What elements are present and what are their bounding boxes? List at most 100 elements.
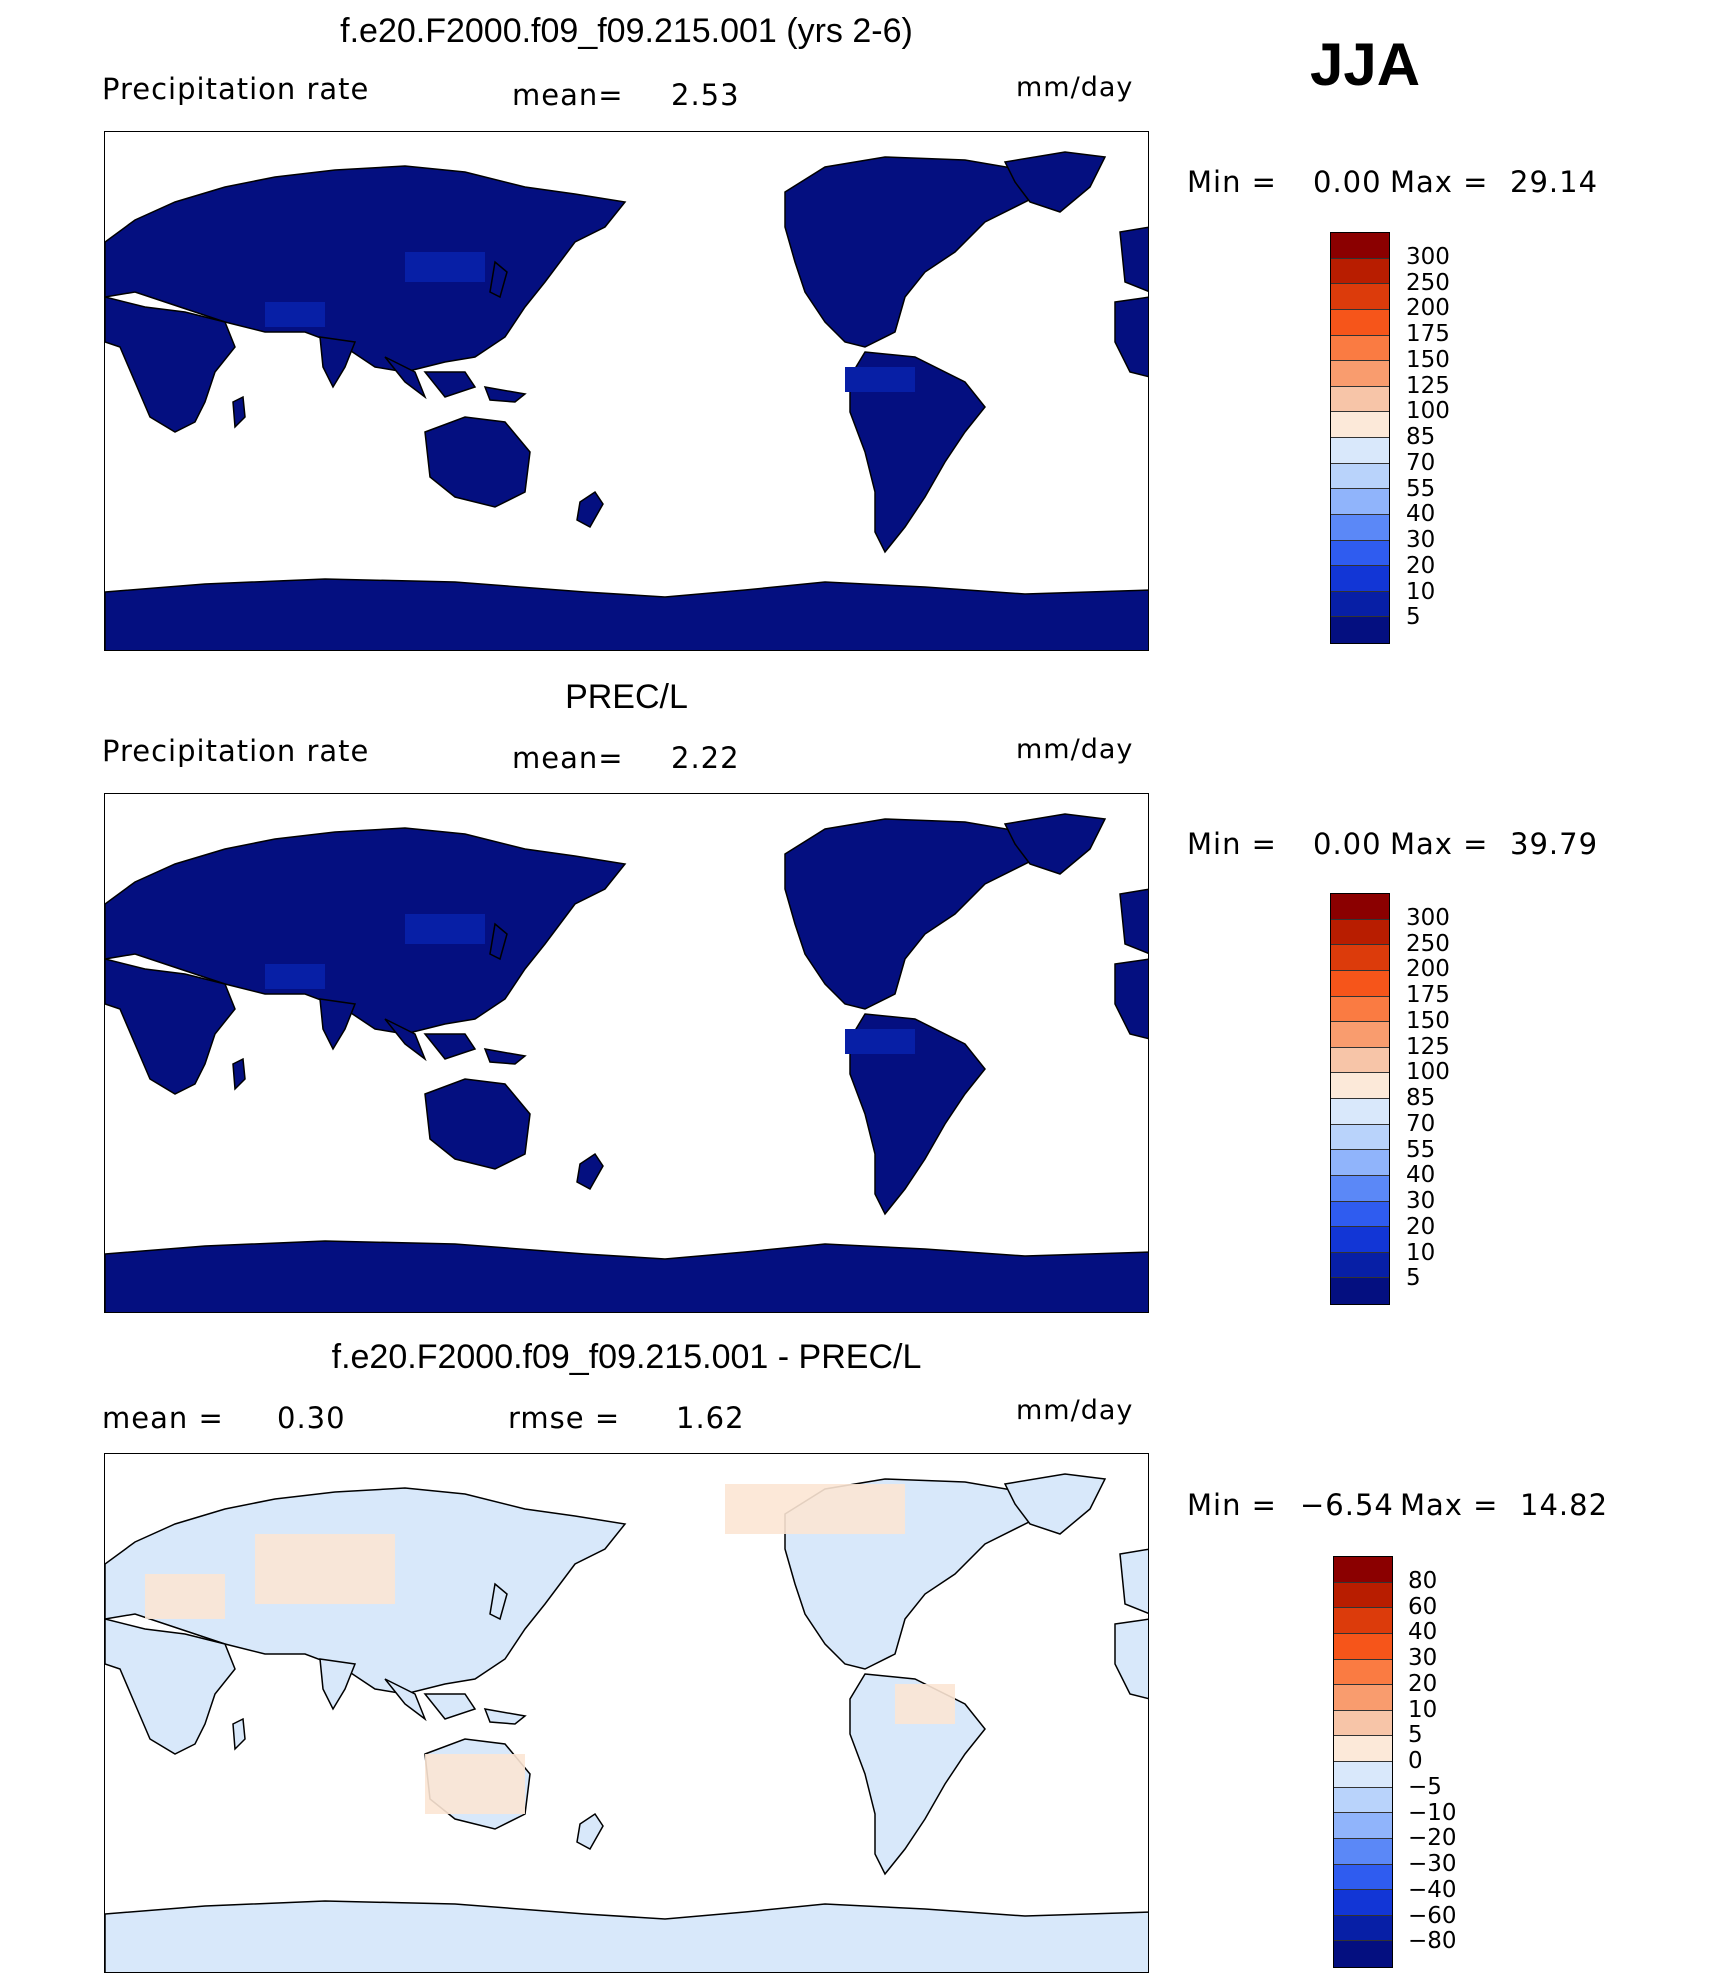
colorbar-swatch: [1334, 1710, 1392, 1737]
colorbar-swatch: [1331, 919, 1389, 946]
landmass-japan: [489, 1582, 508, 1621]
landmass-africa: [105, 958, 236, 1095]
colorbar-swatch: [1331, 1227, 1389, 1253]
colorbar-tick-label: 10: [1408, 1696, 1438, 1723]
colorbar-tick-label: 10: [1406, 578, 1436, 605]
anomaly-patch-warm-5: [725, 1484, 905, 1534]
landmass-seasia: [384, 356, 527, 403]
colorbar-tick-label: 85: [1406, 1085, 1436, 1111]
colorbar-swatch: [1334, 1633, 1392, 1660]
landmass-india: [319, 1658, 357, 1711]
panel1-map-svg: [105, 151, 1148, 650]
landmass-samerica: [849, 351, 986, 554]
colorbar-tick-label: −60: [1408, 1902, 1457, 1929]
landmass-antarctica: [105, 578, 1148, 650]
colorbar-swatch: [1331, 1278, 1389, 1304]
colorbar-tick-label: 200: [1406, 956, 1450, 983]
panel2-map: [104, 793, 1149, 1313]
colorbar-swatch: [1331, 463, 1389, 490]
colorbar-swatch: [1331, 489, 1389, 515]
season-label: JJA: [1310, 31, 1421, 98]
landmass-africa-east: [1114, 1618, 1148, 1700]
precip-band-2: [845, 1029, 915, 1054]
colorbar-tick-label: 100: [1406, 398, 1450, 425]
landmass-japan: [489, 922, 508, 961]
colorbar-swatch: [1331, 412, 1389, 438]
colorbar-swatch: [1334, 1608, 1392, 1634]
precip-band-2: [845, 367, 915, 392]
colorbar-tick-label: 20: [1408, 1670, 1438, 1697]
landmass-namerica: [784, 818, 1047, 1010]
colorbar-tick-label: 125: [1406, 1033, 1450, 1060]
colorbar-swatch: [1331, 1252, 1389, 1279]
colorbar-swatch: [1334, 1813, 1392, 1839]
colorbar-swatch: [1334, 1787, 1392, 1814]
colorbar-tick-label: −40: [1408, 1876, 1457, 1903]
landmass-europe-east: [1119, 226, 1148, 293]
panel3-max-value: 14.82: [1520, 1488, 1609, 1522]
colorbar-swatch: [1331, 894, 1389, 920]
colorbar-tick-label: 150: [1406, 1007, 1450, 1034]
panel2-mean-label: mean=: [512, 741, 624, 775]
colorbar-swatch: [1331, 1124, 1389, 1151]
colorbar-swatch: [1331, 566, 1389, 592]
colorbar-tick-label: 150: [1406, 346, 1450, 373]
panel3-min-label: Min =: [1187, 1488, 1277, 1522]
colorbar-tick-label: 70: [1406, 1110, 1436, 1137]
panel2-min-label: Min =: [1187, 827, 1277, 861]
panel1-variable: Precipitation rate: [102, 72, 370, 106]
colorbar-swatch: [1334, 1838, 1392, 1865]
colorbar-tick-label: −80: [1408, 1928, 1457, 1955]
colorbar-tick-label: 300: [1406, 904, 1450, 931]
landmass-australia: [424, 416, 531, 508]
panel3-map: [104, 1453, 1149, 1973]
anomaly-patch-warm-2: [145, 1574, 225, 1619]
landmass-japan: [489, 260, 508, 299]
landmass-seasia: [384, 1678, 527, 1725]
colorbar-tick-label: 5: [1406, 604, 1421, 631]
landmass-africa: [105, 1618, 236, 1755]
panel2-min-value: 0.00: [1313, 827, 1382, 861]
landmass-madagascar: [232, 1717, 246, 1751]
panel3-map-svg: [105, 1473, 1148, 1972]
colorbar-swatch: [1331, 284, 1389, 310]
anomaly-patch-warm-3: [425, 1754, 525, 1814]
colorbar-tick-label: 250: [1406, 930, 1450, 957]
colorbar-swatch: [1334, 1941, 1392, 1967]
colorbar-swatch: [1331, 1150, 1389, 1176]
colorbar-tick-label: 80: [1408, 1567, 1438, 1594]
colorbar-swatch: [1334, 1890, 1392, 1916]
colorbar-tick-label: 300: [1406, 243, 1450, 270]
colorbar-swatch: [1331, 1047, 1389, 1074]
panel1-min-label: Min =: [1187, 165, 1277, 199]
landmass-eurasia: [105, 165, 627, 373]
colorbar-swatch: [1331, 1073, 1389, 1099]
colorbar-swatch: [1331, 361, 1389, 387]
colorbar-tick-label: 5: [1408, 1722, 1423, 1749]
precip-band-0: [265, 302, 325, 327]
colorbar-tick-label: 55: [1406, 1136, 1436, 1163]
colorbar-tick-label: −5: [1408, 1773, 1442, 1800]
colorbar-swatch: [1331, 591, 1389, 618]
landmass-greenland: [1003, 1473, 1107, 1535]
precip-band-1: [405, 914, 485, 944]
colorbar-tick-label: 250: [1406, 269, 1450, 296]
precip-band-1: [405, 252, 485, 282]
panel3-units: mm/day: [1016, 1395, 1134, 1426]
panel1-max-value: 29.14: [1510, 165, 1599, 199]
colorbar-swatch: [1331, 970, 1389, 997]
landmass-antarctica: [105, 1900, 1148, 1972]
colorbar-tick-label: 200: [1406, 295, 1450, 322]
panel3-colorbar: [1333, 1556, 1393, 1968]
colorbar-swatch: [1331, 1201, 1389, 1228]
colorbar-tick-label: 30: [1406, 1188, 1436, 1214]
precip-band-0: [265, 964, 325, 989]
colorbar-tick-label: 30: [1406, 527, 1436, 553]
panel3-rmse-value: 1.62: [676, 1401, 745, 1435]
panel2-title: PREC/L: [565, 678, 688, 716]
landmass-namerica: [784, 156, 1047, 348]
panel2-mean-value: 2.22: [671, 741, 740, 775]
colorbar-tick-label: 100: [1406, 1059, 1450, 1086]
colorbar-swatch: [1331, 335, 1389, 362]
colorbar-swatch: [1334, 1915, 1392, 1942]
